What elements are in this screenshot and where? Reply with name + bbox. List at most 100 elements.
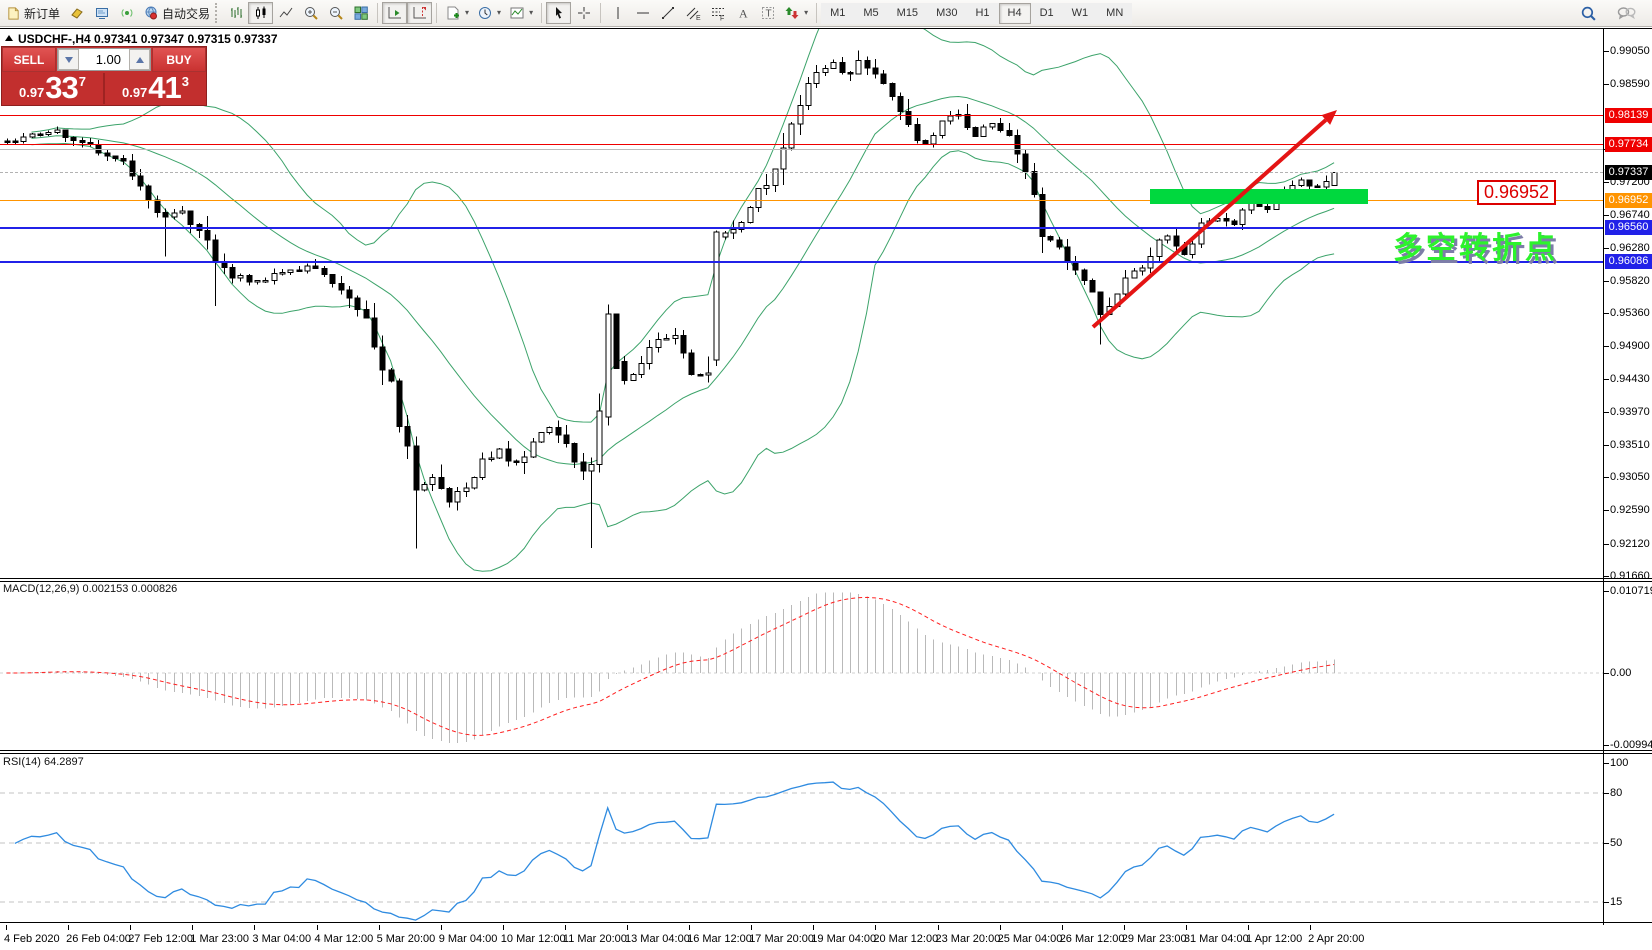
chat-button[interactable] [1613,2,1640,24]
terminal-button[interactable] [89,2,114,24]
candlestick-chart-button[interactable] [248,2,274,24]
horizontal-line-button[interactable] [630,2,655,24]
indicators-button[interactable]: ▾ [441,2,473,24]
date-tick-mark [751,925,753,930]
timeframe-w1-button[interactable]: W1 [1062,2,1098,24]
timeframe-m30-button[interactable]: M30 [927,2,967,24]
price-tick-mark [1603,444,1609,446]
buy-price-pipette: 3 [181,74,190,89]
text-button[interactable]: A [730,2,755,24]
horizontal-line-0.9767[interactable] [0,148,1603,150]
date-tick-mark [937,925,939,930]
buy-button[interactable]: BUY [152,47,206,72]
horizontal-line-0.97734[interactable] [0,144,1603,146]
date-tick-mark [875,925,877,930]
timeframe-mn-button[interactable]: MN [1097,2,1133,24]
text-label-button[interactable]: T [755,2,780,24]
panel-separator[interactable] [0,750,1652,754]
price-badge: 0.96560 [1605,220,1652,236]
timeframe-h1-button[interactable]: H1 [966,2,999,24]
highlight-rectangle[interactable] [1150,189,1368,204]
zoom-out-button[interactable] [323,2,348,24]
sell-button[interactable]: SELL [2,47,56,72]
fibonacci-icon: F [711,8,724,21]
date-tick-mark [999,925,1001,930]
channel-button[interactable]: E [680,2,705,24]
rsi-name: RSI(14) [3,756,41,768]
dropdown-caret-icon: ▾ [804,8,809,17]
new-order-icon [8,6,19,20]
price-tick-mark [1603,510,1609,512]
templates-button[interactable]: ▾ [505,2,537,24]
volume-input[interactable]: 1.00 [95,52,121,67]
profile-button[interactable] [64,2,89,24]
search-icon [1581,6,1596,21]
trendline-button[interactable] [655,2,680,24]
chart-shift-button[interactable] [407,2,433,24]
zoom-in-button[interactable] [298,2,323,24]
date-tick-mark [1123,925,1125,930]
horizontal-line-0.98139[interactable] [0,115,1603,117]
price-tick-label: 0.93510 [1610,438,1650,451]
horizontal-line-0.96952[interactable] [0,199,1603,201]
dropdown-caret-icon: ▾ [497,8,502,17]
panel-separator[interactable] [0,578,1652,582]
sell-price[interactable]: 0.97 33 7 [2,72,103,104]
price-tick-mark [1603,345,1609,347]
tile-windows-button[interactable] [348,2,373,24]
cn-annotation-text[interactable]: 多空转折点 [1393,232,1558,265]
zoom-out-icon [329,7,343,20]
date-label: 19 Mar 04:00 [811,933,877,945]
cursor-button[interactable] [546,2,572,24]
auto-scroll-button[interactable] [382,2,408,24]
time-axis[interactable]: 4 Feb 2020 26 Feb 04:00 27 Feb 12:00 1 Mar … [0,925,1652,950]
search-button[interactable] [1576,2,1601,24]
horizontal-line-0.96086[interactable] [0,260,1603,263]
symbol-period-label: USDCHF-,H4 [18,32,91,46]
price-tick-mark [1603,51,1609,52]
price-tick-label: 0.93050 [1610,471,1650,484]
timeframe-toolbar: M1 M5 M15 M30 H1 H4 D1 W1 MN [821,2,1133,24]
date-label: 9 Mar 04:00 [438,933,498,945]
periods-button[interactable]: ▾ [473,2,505,24]
signals-icon [121,9,132,17]
rsi-panel-canvas[interactable] [0,753,1603,922]
price-tick-label: 0.96740 [1610,209,1650,222]
date-label: 4 Feb 2020 [4,933,60,945]
crosshair-button[interactable] [571,2,596,24]
buy-price[interactable]: 0.97 41 3 [103,72,206,104]
price-callout-label[interactable]: 0.96952 [1477,180,1556,205]
volume-decrease-button[interactable] [58,49,79,70]
timeframe-m1-button[interactable]: M1 [821,2,855,24]
timeframe-h4-button[interactable]: H4 [998,2,1031,24]
main-chart-canvas[interactable] [0,29,1603,578]
ohlc-readout: 0.97341 0.97347 0.97315 0.97337 [94,32,278,46]
timeframe-d1-button[interactable]: D1 [1030,2,1063,24]
toolbar-grip [215,3,220,23]
price-tick-label: 0.94430 [1610,373,1650,386]
date-label: 1 Apr 12:00 [1246,933,1303,945]
signals-button[interactable] [114,2,139,24]
macd-name: MACD(12,26,9) [3,583,80,595]
date-label: 31 Mar 04:00 [1183,933,1249,945]
horizontal-line-0.9656[interactable] [0,226,1603,229]
line-chart-button[interactable] [273,2,298,24]
macd-panel-canvas[interactable] [0,581,1603,750]
date-tick-mark [6,925,7,930]
indicators-icon [447,6,460,20]
auto-trading-button[interactable]: 自动交易 [139,2,214,24]
new-order-button[interactable]: 新订单 [2,2,64,24]
auto-trading-label: 自动交易 [162,6,211,21]
arrows-button[interactable]: ▾ [780,2,812,24]
vertical-line-button[interactable] [605,2,630,24]
volume-increase-button[interactable] [129,49,150,70]
fibonacci-button[interactable]: F [705,2,730,24]
collapse-triangle-icon[interactable] [5,35,13,41]
bar-chart-button[interactable] [223,2,248,24]
horizontal-line-0.97337[interactable] [0,172,1603,174]
date-tick-mark [378,925,380,930]
date-label: 25 Mar 04:00 [997,933,1063,945]
timeframe-m15-button[interactable]: M15 [887,2,928,24]
timeframe-m5-button[interactable]: M5 [854,2,888,24]
